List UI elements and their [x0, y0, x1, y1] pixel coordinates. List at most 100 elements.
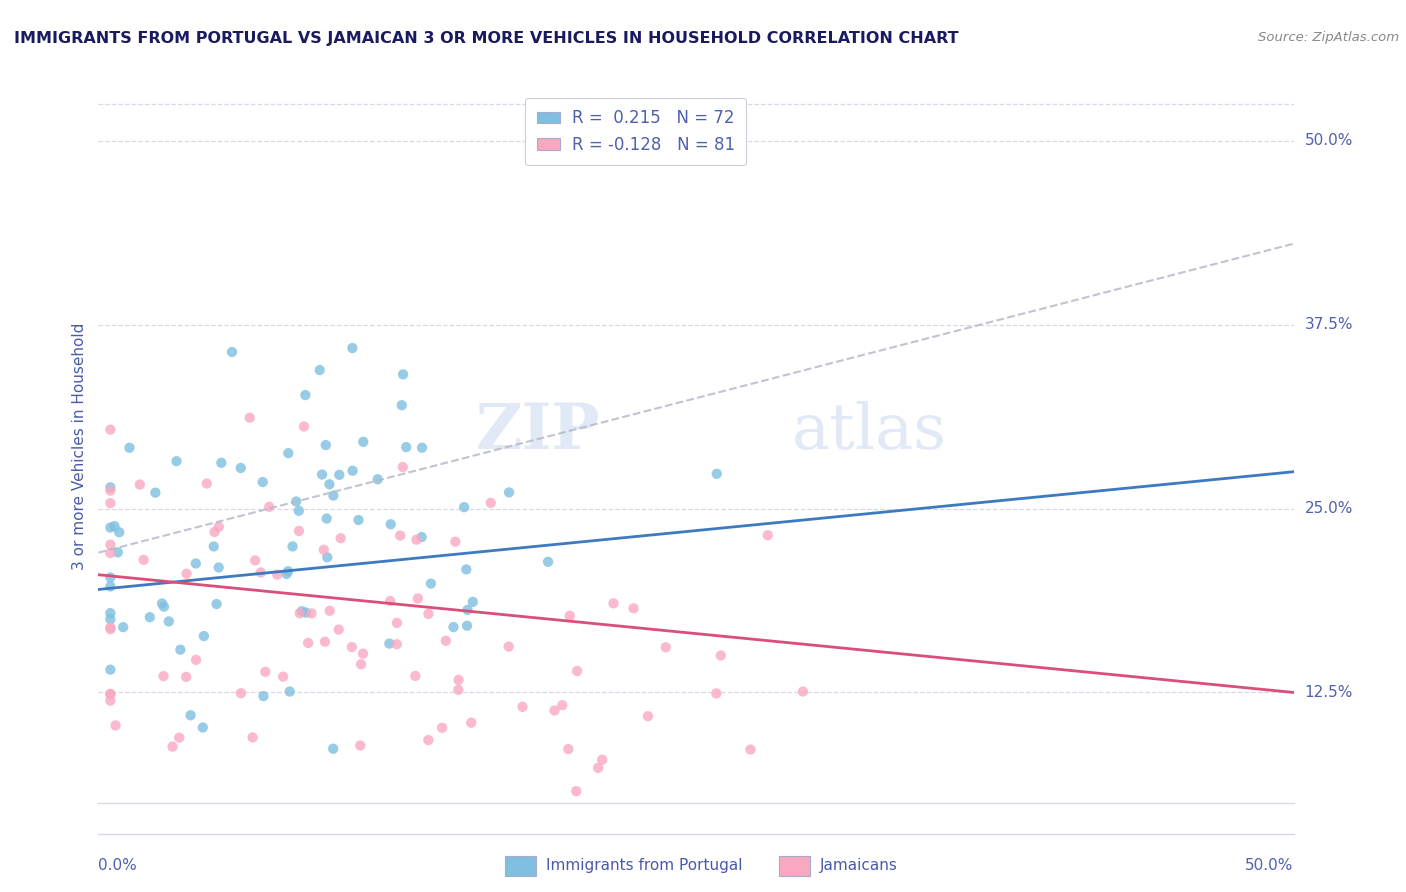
Point — [98, 538, 122, 552]
Point — [157, 615, 180, 629]
Point — [288, 504, 311, 518]
Point — [453, 500, 475, 515]
Point — [460, 715, 482, 730]
Text: 50.0%: 50.0% — [1246, 858, 1294, 872]
Point — [385, 615, 408, 630]
Point — [98, 620, 122, 634]
Point — [447, 673, 470, 687]
Point — [315, 511, 337, 525]
Point — [276, 566, 298, 581]
Point — [591, 753, 613, 767]
Point — [229, 461, 252, 475]
Point — [498, 485, 520, 500]
Point — [411, 530, 433, 544]
Point — [98, 612, 122, 626]
Text: Immigrants from Portugal: Immigrants from Portugal — [546, 858, 742, 872]
Point — [98, 663, 122, 677]
Point — [342, 464, 364, 478]
Point — [328, 467, 350, 482]
Point — [249, 566, 271, 580]
Point — [193, 629, 215, 643]
Point — [342, 341, 364, 355]
Point — [288, 524, 311, 538]
Point — [434, 633, 457, 648]
Point — [430, 721, 453, 735]
Point — [257, 500, 280, 514]
Point — [98, 496, 122, 510]
Point — [391, 398, 413, 412]
Point — [328, 623, 350, 637]
Point — [252, 475, 274, 489]
Point — [98, 687, 122, 701]
Point — [312, 542, 335, 557]
Point — [281, 540, 304, 554]
Point — [418, 733, 440, 747]
Point — [498, 640, 520, 654]
Point — [740, 742, 762, 756]
Point — [209, 456, 232, 470]
Point — [456, 562, 478, 576]
Point — [98, 606, 122, 620]
Point — [565, 784, 588, 798]
Point — [322, 489, 344, 503]
Point — [329, 531, 352, 545]
Point — [706, 686, 728, 700]
Point — [623, 601, 645, 615]
Point — [107, 545, 129, 559]
Point — [316, 550, 339, 565]
Point — [347, 513, 370, 527]
Point — [444, 534, 467, 549]
Point — [456, 603, 478, 617]
Point — [479, 496, 502, 510]
Point — [278, 684, 301, 698]
Point — [112, 620, 135, 634]
Point — [378, 637, 401, 651]
Text: Jamaicans: Jamaicans — [820, 858, 897, 872]
Point — [254, 665, 277, 679]
Text: IMMIGRANTS FROM PORTUGAL VS JAMAICAN 3 OR MORE VEHICLES IN HOUSEHOLD CORRELATION: IMMIGRANTS FROM PORTUGAL VS JAMAICAN 3 O… — [14, 31, 959, 46]
Text: Source: ZipAtlas.com: Source: ZipAtlas.com — [1258, 31, 1399, 45]
Point — [380, 594, 402, 608]
Point — [710, 648, 733, 663]
Point — [637, 709, 659, 723]
Point — [108, 525, 131, 540]
Point — [405, 533, 427, 547]
Point — [166, 454, 188, 468]
Point — [128, 477, 150, 491]
Point — [98, 480, 122, 494]
Point — [655, 640, 678, 655]
Text: 50.0%: 50.0% — [1305, 133, 1353, 148]
Point — [98, 546, 122, 560]
Point — [461, 595, 484, 609]
Text: atlas: atlas — [792, 401, 946, 462]
Point — [229, 686, 252, 700]
Point — [288, 607, 311, 621]
Point — [292, 419, 315, 434]
Point — [419, 576, 441, 591]
Point — [389, 528, 412, 542]
Point — [132, 553, 155, 567]
Point — [340, 640, 363, 654]
Point — [512, 699, 534, 714]
Point — [349, 739, 371, 753]
Point — [447, 682, 470, 697]
Y-axis label: 3 or more Vehicles in Household: 3 or more Vehicles in Household — [72, 322, 87, 570]
Point — [352, 434, 374, 449]
Point — [208, 520, 231, 534]
Point — [311, 467, 333, 482]
Point — [391, 460, 413, 475]
Point — [162, 739, 184, 754]
Point — [385, 637, 408, 651]
Text: 25.0%: 25.0% — [1305, 501, 1353, 516]
Legend: R =  0.215   N = 72, R = -0.128   N = 81: R = 0.215 N = 72, R = -0.128 N = 81 — [524, 97, 747, 165]
Point — [792, 684, 814, 698]
Point — [98, 693, 122, 707]
Point — [277, 446, 299, 460]
Point — [103, 519, 125, 533]
Point — [98, 520, 122, 534]
Point — [180, 708, 202, 723]
Point — [98, 483, 122, 498]
Point — [380, 517, 402, 532]
Point — [98, 622, 122, 636]
Point — [252, 689, 274, 703]
